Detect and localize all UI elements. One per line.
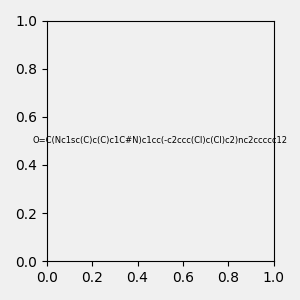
Text: O=C(Nc1sc(C)c(C)c1C#N)c1cc(-c2ccc(Cl)c(Cl)c2)nc2ccccc12: O=C(Nc1sc(C)c(C)c1C#N)c1cc(-c2ccc(Cl)c(C… xyxy=(33,136,288,146)
